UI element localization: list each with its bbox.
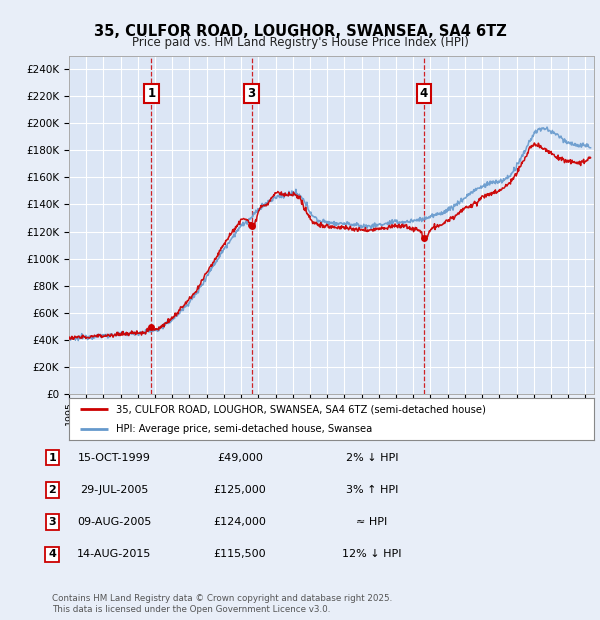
Text: 09-AUG-2005: 09-AUG-2005 (77, 517, 151, 527)
Text: 1: 1 (148, 87, 155, 100)
Text: 1: 1 (49, 453, 56, 463)
Text: 4: 4 (420, 87, 428, 100)
Text: 4: 4 (48, 549, 56, 559)
Text: 3: 3 (49, 517, 56, 527)
Text: 35, CULFOR ROAD, LOUGHOR, SWANSEA, SA4 6TZ (semi-detached house): 35, CULFOR ROAD, LOUGHOR, SWANSEA, SA4 6… (116, 404, 486, 414)
Text: £124,000: £124,000 (214, 517, 266, 527)
Text: ≈ HPI: ≈ HPI (356, 517, 388, 527)
Text: £115,500: £115,500 (214, 549, 266, 559)
Text: HPI: Average price, semi-detached house, Swansea: HPI: Average price, semi-detached house,… (116, 424, 373, 434)
Text: 35, CULFOR ROAD, LOUGHOR, SWANSEA, SA4 6TZ: 35, CULFOR ROAD, LOUGHOR, SWANSEA, SA4 6… (94, 24, 506, 38)
Text: Price paid vs. HM Land Registry's House Price Index (HPI): Price paid vs. HM Land Registry's House … (131, 36, 469, 49)
Text: Contains HM Land Registry data © Crown copyright and database right 2025.
This d: Contains HM Land Registry data © Crown c… (52, 595, 392, 614)
Text: 3: 3 (248, 87, 256, 100)
Text: £125,000: £125,000 (214, 485, 266, 495)
Text: 15-OCT-1999: 15-OCT-1999 (77, 453, 151, 463)
Text: 3% ↑ HPI: 3% ↑ HPI (346, 485, 398, 495)
Text: 2% ↓ HPI: 2% ↓ HPI (346, 453, 398, 463)
Text: 29-JUL-2005: 29-JUL-2005 (80, 485, 148, 495)
Text: £49,000: £49,000 (217, 453, 263, 463)
Text: 12% ↓ HPI: 12% ↓ HPI (342, 549, 402, 559)
Text: 2: 2 (49, 485, 56, 495)
Text: 14-AUG-2015: 14-AUG-2015 (77, 549, 151, 559)
